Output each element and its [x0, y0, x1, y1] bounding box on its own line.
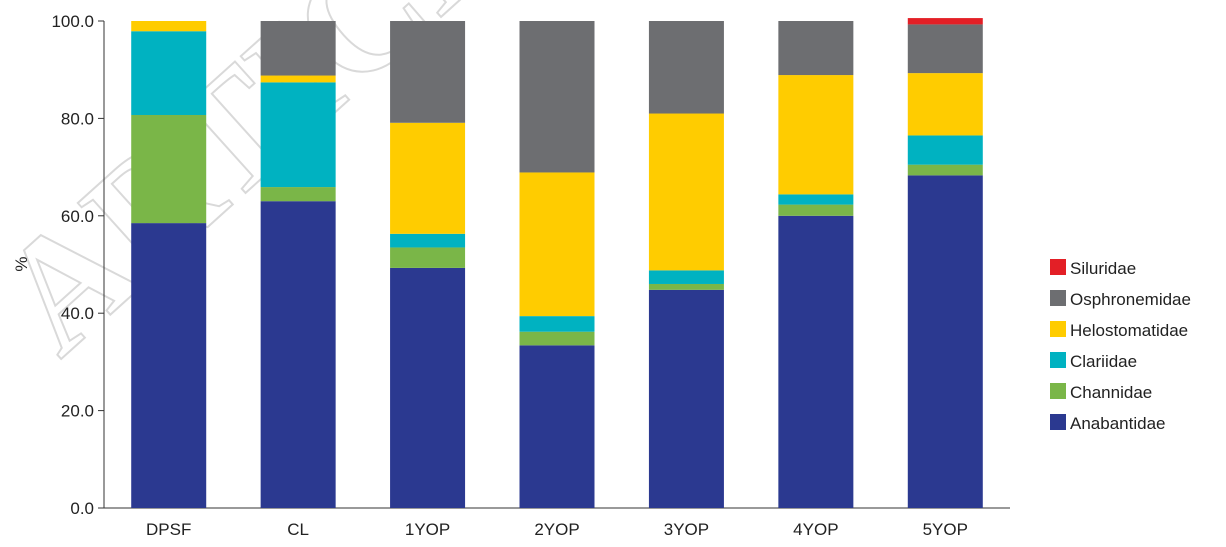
- x-tick-label: CL: [287, 520, 309, 539]
- bar-segment-channidae-4yop: [778, 204, 854, 216]
- legend-label-osphronemidae: Osphronemidae: [1070, 290, 1191, 309]
- bar-segment-osphronemidae-1yop: [390, 21, 466, 123]
- bar-segment-anabantidae-dpsf: [131, 223, 207, 509]
- bar-segment-anabantidae-4yop: [778, 215, 854, 509]
- legend: Siluridae Osphronemidae Helostomatidae Clar…: [1050, 259, 1191, 433]
- legend-swatch-anabantidae: [1050, 414, 1066, 430]
- bar-segment-osphronemidae-5yop: [907, 24, 983, 74]
- bar-segment-channidae-1yop: [390, 247, 466, 268]
- bar-segment-clariidae-5yop: [907, 135, 983, 165]
- bar-segment-helostomatidae-5yop: [907, 73, 983, 136]
- bar-segment-channidae-cl: [260, 187, 336, 202]
- y-tick-label: 80.0: [61, 109, 94, 128]
- legend-label-anabantidae: Anabantidae: [1070, 414, 1165, 433]
- bar-segment-channidae-dpsf: [131, 114, 207, 224]
- legend-swatch-helostomatidae: [1050, 321, 1066, 337]
- x-tick-label: 1YOP: [405, 520, 450, 539]
- legend-label-helostomatidae: Helostomatidae: [1070, 321, 1188, 340]
- bar-segment-helostomatidae-cl: [260, 75, 336, 83]
- bar-segment-osphronemidae-3yop: [648, 21, 724, 114]
- y-tick-label: 0.0: [70, 499, 94, 518]
- bars: [131, 18, 983, 509]
- bar-segment-channidae-3yop: [648, 283, 724, 290]
- bar-segment-helostomatidae-dpsf: [131, 21, 207, 32]
- x-tick-label: 4YOP: [793, 520, 838, 539]
- legend-swatch-clariidae: [1050, 352, 1066, 368]
- y-tick-label: 60.0: [61, 207, 94, 226]
- x-tick-label: 5YOP: [923, 520, 968, 539]
- bar-segment-anabantidae-3yop: [648, 289, 724, 508]
- x-tick-labels: DPSF CL 1YOP 2YOP 3YOP 4YOP 5YOP: [146, 520, 968, 539]
- bar-segment-channidae-2yop: [519, 331, 595, 346]
- bar-segment-anabantidae-cl: [260, 201, 336, 508]
- y-tick-label: 40.0: [61, 304, 94, 323]
- bar-segment-clariidae-3yop: [648, 270, 724, 284]
- y-tick-labels: 0.0 20.0 40.0 60.0 80.0 100.0: [51, 12, 94, 518]
- bar-segment-clariidae-1yop: [390, 233, 466, 248]
- x-tick-label: 2YOP: [534, 520, 579, 539]
- bar-segment-helostomatidae-4yop: [778, 75, 854, 195]
- bar-segment-siluridae-5yop: [907, 18, 983, 25]
- bar-segment-clariidae-4yop: [778, 194, 854, 205]
- bar-segment-helostomatidae-1yop: [390, 122, 466, 234]
- bar-segment-helostomatidae-3yop: [648, 113, 724, 271]
- y-tick-label: 100.0: [51, 12, 94, 31]
- bar-segment-clariidae-2yop: [519, 316, 595, 332]
- legend-swatch-siluridae: [1050, 259, 1066, 275]
- bar-segment-helostomatidae-2yop: [519, 172, 595, 317]
- bar-segment-osphronemidae-4yop: [778, 21, 854, 76]
- bar-segment-channidae-5yop: [907, 164, 983, 176]
- legend-label-channidae: Channidae: [1070, 383, 1152, 402]
- bar-segment-osphronemidae-2yop: [519, 21, 595, 173]
- x-tick-label: 3YOP: [664, 520, 709, 539]
- legend-swatch-channidae: [1050, 383, 1066, 399]
- y-tick-label: 20.0: [61, 402, 94, 421]
- bar-segment-clariidae-dpsf: [131, 31, 207, 115]
- legend-label-clariidae: Clariidae: [1070, 352, 1137, 371]
- bar-segment-osphronemidae-cl: [260, 21, 336, 76]
- bar-segment-anabantidae-2yop: [519, 345, 595, 508]
- legend-swatch-osphronemidae: [1050, 290, 1066, 306]
- bar-segment-anabantidae-1yop: [390, 267, 466, 508]
- y-axis-title: %: [12, 256, 31, 271]
- bar-segment-anabantidae-5yop: [907, 175, 983, 508]
- bar-segment-clariidae-cl: [260, 82, 336, 188]
- x-tick-label: DPSF: [146, 520, 191, 539]
- legend-label-siluridae: Siluridae: [1070, 259, 1136, 278]
